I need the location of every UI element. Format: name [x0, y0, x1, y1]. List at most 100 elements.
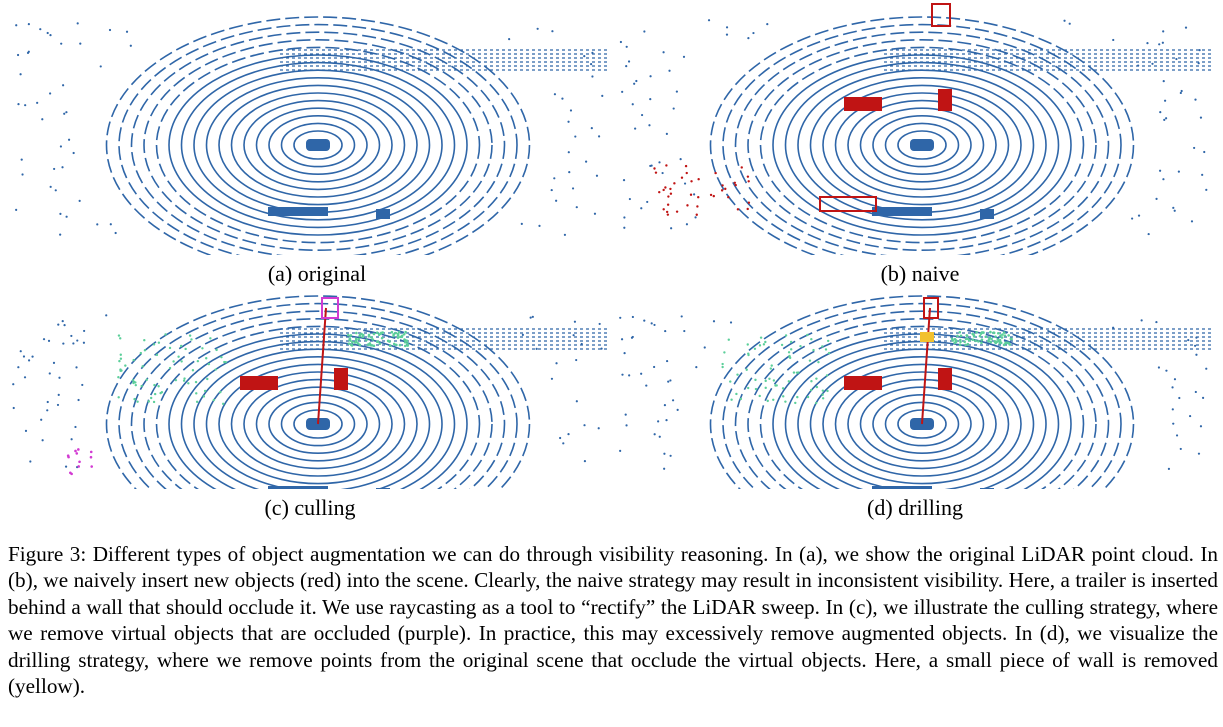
visible-point: [367, 333, 371, 337]
inserted-point: [746, 175, 750, 178]
visible-point: [966, 342, 970, 346]
visible-point: [191, 369, 195, 372]
scan-point: [1180, 89, 1183, 93]
scan-point: [1162, 80, 1165, 83]
scan-point: [653, 433, 656, 436]
visible-point: [346, 333, 350, 337]
scan-point: [1137, 64, 1140, 67]
visible-point: [787, 380, 791, 383]
scan-point: [551, 30, 554, 33]
visible-point: [975, 331, 978, 334]
scan-ring: [834, 371, 1010, 477]
scan-point: [622, 179, 626, 182]
inserted-point: [740, 166, 743, 169]
scan-point: [81, 383, 84, 387]
visible-point: [354, 337, 358, 341]
culled-point: [90, 465, 93, 468]
scan-point: [42, 338, 46, 341]
visible-point: [958, 343, 962, 347]
scan-point: [538, 224, 541, 227]
scan-point: [575, 358, 578, 362]
visible-point: [999, 334, 1002, 337]
visible-point: [996, 338, 1000, 341]
inserted-point: [746, 207, 749, 211]
scan-point: [535, 347, 538, 350]
visible-point: [168, 346, 172, 350]
scan-point: [623, 352, 626, 355]
visible-point: [379, 331, 383, 335]
scan-point: [625, 424, 628, 427]
scan-point: [1157, 366, 1161, 369]
scan-point: [1179, 447, 1182, 451]
visible-point: [347, 342, 351, 345]
scan-point: [1171, 408, 1174, 411]
scan-point: [15, 208, 18, 212]
scan-point: [1203, 150, 1206, 154]
scan-point: [27, 23, 30, 26]
visible-point: [177, 355, 180, 358]
scan-point: [19, 73, 22, 76]
scan-point: [658, 161, 661, 164]
visible-point: [736, 373, 739, 376]
scan-point: [590, 127, 593, 130]
scan-point: [78, 199, 81, 202]
visible-point: [768, 377, 771, 380]
scan-point: [79, 42, 82, 45]
scan-point: [621, 90, 624, 93]
inserted-vehicle: [334, 368, 348, 390]
scan-point: [77, 398, 80, 402]
scan-ring: [130, 310, 506, 489]
visible-point: [788, 354, 791, 358]
scan-point: [664, 329, 667, 333]
scan-point: [574, 135, 577, 138]
subcaption-c: (c) culling: [264, 495, 356, 520]
visible-point: [721, 362, 724, 366]
scan-point: [559, 436, 562, 440]
visible-point: [787, 351, 791, 354]
scan-point: [553, 177, 556, 180]
visible-point: [376, 340, 380, 343]
visible-point: [357, 337, 361, 341]
scan-point: [1175, 57, 1178, 61]
visible-point: [375, 331, 379, 335]
visible-point: [195, 400, 199, 404]
visible-point: [215, 348, 218, 352]
scan-point: [1190, 220, 1194, 223]
scan-point: [567, 151, 570, 154]
scan-point: [682, 55, 686, 58]
scan-point: [70, 334, 73, 338]
scan-point: [631, 103, 634, 106]
parked-vehicle: [980, 488, 994, 489]
scan-point: [1068, 22, 1071, 25]
visible-point: [764, 340, 767, 344]
scan-point: [1155, 197, 1158, 200]
parked-vehicle: [376, 209, 390, 219]
visible-point: [214, 368, 217, 371]
scan-point: [640, 372, 643, 375]
scan-point: [53, 167, 56, 171]
visible-point: [1010, 337, 1013, 341]
inserted-point: [697, 196, 700, 199]
scan-point: [561, 97, 564, 100]
scan-ring: [130, 31, 506, 255]
visible-point: [824, 348, 828, 351]
visible-point: [772, 379, 776, 382]
ray-line: [921, 307, 931, 425]
scan-point: [675, 90, 678, 93]
scan-point: [529, 316, 532, 319]
visible-point: [723, 351, 726, 354]
visible-point: [131, 379, 135, 382]
visible-point: [119, 337, 122, 340]
visible-point: [117, 376, 120, 379]
scan-ring: [822, 363, 1022, 485]
visible-point: [951, 339, 955, 342]
scan-point: [521, 333, 524, 336]
scan-point: [747, 37, 750, 40]
visible-point: [134, 381, 137, 384]
scan-point: [1063, 19, 1066, 22]
scan-point: [1178, 396, 1181, 400]
scan-ring: [243, 99, 393, 191]
visible-point: [799, 344, 802, 348]
scan-point: [1147, 232, 1150, 236]
inserted-point: [720, 189, 724, 192]
